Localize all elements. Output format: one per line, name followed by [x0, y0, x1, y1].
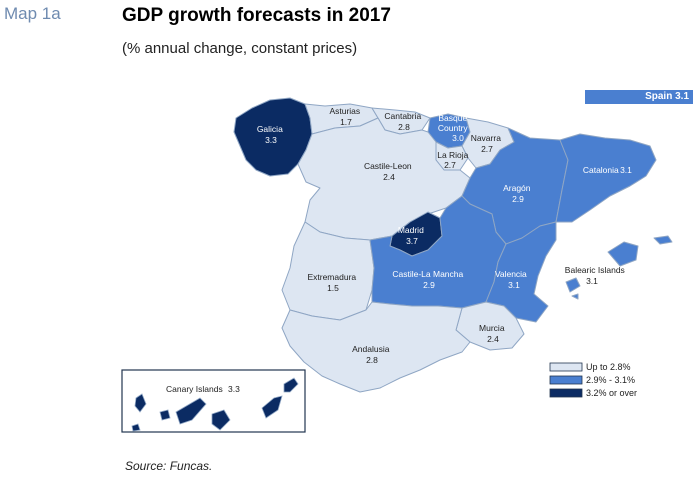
- region-label-castile-leon: Castile-Leon 2.4: [364, 161, 414, 182]
- region-label-aragon: Aragón 2.9: [503, 183, 533, 204]
- canary-la-palma: [134, 393, 147, 413]
- region-andalusia: [281, 301, 471, 393]
- region-label-extremadura: Extremadura 1.5: [307, 272, 358, 293]
- legend: Up to 2.8% 2.9% - 3.1% 3.2% or over: [549, 362, 637, 398]
- legend-label-high: 3.2% or over: [586, 388, 637, 398]
- legend-label-mid: 2.9% - 3.1%: [586, 375, 635, 385]
- region-label-asturias: Asturias 1.7: [329, 106, 362, 127]
- spain-total-badge: Spain 3.1: [585, 90, 693, 104]
- region-balearic-formentera: [571, 293, 579, 300]
- region-catalonia: [555, 133, 657, 223]
- canary-el-hierro: [131, 423, 141, 432]
- legend-swatch-high: [549, 388, 583, 398]
- region-balearic-minorca: [653, 235, 673, 245]
- canary-gran-canaria: [211, 409, 231, 431]
- region-balearic-majorca: [607, 241, 639, 267]
- page-subtitle: (% annual change, constant prices): [122, 40, 358, 57]
- region-label-balearic-islands: Balearic Islands 3.1: [565, 265, 627, 286]
- region-label-andalusia: Andalusia 2.8: [352, 344, 392, 365]
- region-label-canary-islands: Canary Islands 3.3: [166, 384, 240, 394]
- region-label-cantabria: Cantabria 2.8: [384, 111, 423, 132]
- region-label-navarra: Navarra 2.7: [471, 133, 504, 154]
- region-label-basque-country: Basque Country 3.0: [438, 113, 470, 143]
- legend-swatch-low: [549, 362, 583, 372]
- map-number-label: Map 1a: [4, 4, 61, 23]
- canary-tenerife: [175, 397, 207, 425]
- page-title: GDP growth forecasts in 2017: [122, 5, 391, 26]
- canary-lanzarote: [283, 377, 299, 393]
- canary-la-gomera: [159, 409, 171, 421]
- legend-label-low: Up to 2.8%: [586, 362, 631, 372]
- region-label-murcia: Murcia 2.4: [479, 323, 507, 344]
- source-note: Source: Funcas.: [125, 459, 213, 473]
- region-valencia: [485, 221, 557, 323]
- region-balearic-ibiza: [565, 277, 581, 293]
- region-label-galicia: Galicia 3.3: [257, 124, 285, 145]
- region-label-catalonia: Catalonia 3.1: [583, 165, 632, 175]
- region-label-madrid: Madrid 3.7: [398, 225, 426, 246]
- region-label-castile-la-mancha: Castile-La Mancha 2.9: [392, 269, 465, 290]
- region-label-valencia: Valencia 3.1: [495, 269, 529, 290]
- legend-swatch-mid: [549, 375, 583, 385]
- canary-fuerteventura: [261, 395, 283, 419]
- region-label-la-rioja: La Rioja 2.7: [437, 150, 471, 170]
